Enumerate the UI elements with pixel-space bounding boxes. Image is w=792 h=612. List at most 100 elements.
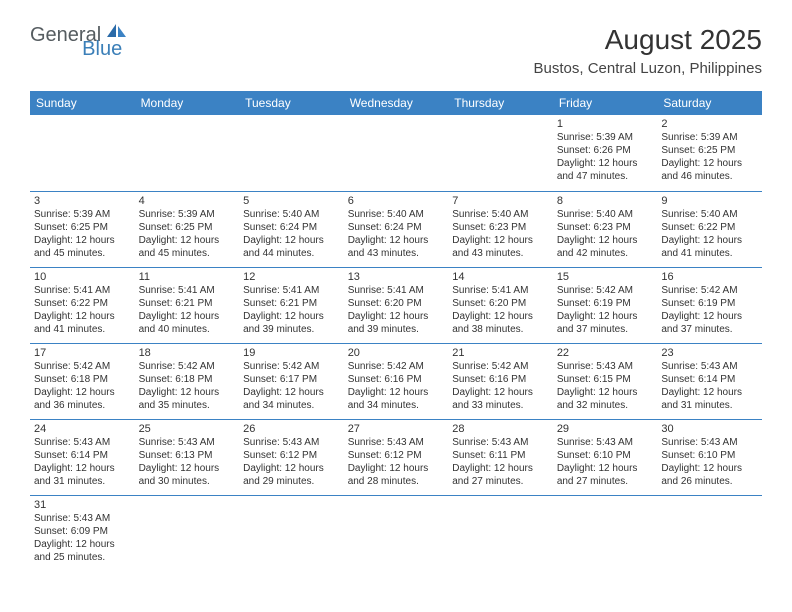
weekday-header: Saturday [657,91,762,115]
sunset-text: Sunset: 6:24 PM [243,221,340,234]
sunrise-text: Sunrise: 5:43 AM [557,436,654,449]
weekday-header: Monday [135,91,240,115]
day-number: 13 [348,271,445,283]
daylight-text: Daylight: 12 hours and 46 minutes. [661,157,758,183]
day-number: 5 [243,195,340,207]
sunrise-text: Sunrise: 5:43 AM [34,436,131,449]
daylight-text: Daylight: 12 hours and 38 minutes. [452,310,549,336]
calendar-day-cell: 16Sunrise: 5:42 AMSunset: 6:19 PMDayligh… [657,267,762,343]
day-number: 21 [452,347,549,359]
sunrise-text: Sunrise: 5:42 AM [34,360,131,373]
calendar-day-cell: 21Sunrise: 5:42 AMSunset: 6:16 PMDayligh… [448,343,553,419]
month-title: August 2025 [534,24,762,56]
daylight-text: Daylight: 12 hours and 39 minutes. [348,310,445,336]
calendar-day-cell: 23Sunrise: 5:43 AMSunset: 6:14 PMDayligh… [657,343,762,419]
calendar-header-row: SundayMondayTuesdayWednesdayThursdayFrid… [30,91,762,115]
sunrise-text: Sunrise: 5:43 AM [452,436,549,449]
sunrise-text: Sunrise: 5:42 AM [243,360,340,373]
calendar-day-cell: 7Sunrise: 5:40 AMSunset: 6:23 PMDaylight… [448,191,553,267]
sunset-text: Sunset: 6:20 PM [452,297,549,310]
calendar-day-cell: 10Sunrise: 5:41 AMSunset: 6:22 PMDayligh… [30,267,135,343]
calendar-day-cell: 26Sunrise: 5:43 AMSunset: 6:12 PMDayligh… [239,419,344,495]
daylight-text: Daylight: 12 hours and 30 minutes. [139,462,236,488]
calendar-day-cell: 28Sunrise: 5:43 AMSunset: 6:11 PMDayligh… [448,419,553,495]
day-number: 28 [452,423,549,435]
sunset-text: Sunset: 6:25 PM [139,221,236,234]
calendar-empty-cell [239,115,344,191]
sunset-text: Sunset: 6:18 PM [34,373,131,386]
weekday-header: Friday [553,91,658,115]
sunrise-text: Sunrise: 5:39 AM [557,131,654,144]
sunrise-text: Sunrise: 5:42 AM [348,360,445,373]
calendar-day-cell: 25Sunrise: 5:43 AMSunset: 6:13 PMDayligh… [135,419,240,495]
daylight-text: Daylight: 12 hours and 39 minutes. [243,310,340,336]
sunset-text: Sunset: 6:10 PM [557,449,654,462]
day-number: 17 [34,347,131,359]
calendar-week-row: 24Sunrise: 5:43 AMSunset: 6:14 PMDayligh… [30,419,762,495]
sunrise-text: Sunrise: 5:43 AM [661,360,758,373]
daylight-text: Daylight: 12 hours and 37 minutes. [661,310,758,336]
sunset-text: Sunset: 6:26 PM [557,144,654,157]
calendar-day-cell: 5Sunrise: 5:40 AMSunset: 6:24 PMDaylight… [239,191,344,267]
sunrise-text: Sunrise: 5:39 AM [139,208,236,221]
day-number: 7 [452,195,549,207]
calendar-page: General Blue August 2025 Bustos, Central… [0,0,792,595]
sunrise-text: Sunrise: 5:40 AM [452,208,549,221]
day-number: 23 [661,347,758,359]
calendar-day-cell: 9Sunrise: 5:40 AMSunset: 6:22 PMDaylight… [657,191,762,267]
daylight-text: Daylight: 12 hours and 45 minutes. [34,234,131,260]
daylight-text: Daylight: 12 hours and 32 minutes. [557,386,654,412]
day-number: 30 [661,423,758,435]
calendar-body: 1Sunrise: 5:39 AMSunset: 6:26 PMDaylight… [30,115,762,571]
day-number: 18 [139,347,236,359]
sunset-text: Sunset: 6:22 PM [661,221,758,234]
day-number: 20 [348,347,445,359]
sunset-text: Sunset: 6:11 PM [452,449,549,462]
sunrise-text: Sunrise: 5:39 AM [661,131,758,144]
sunset-text: Sunset: 6:20 PM [348,297,445,310]
calendar-empty-cell [344,495,449,571]
sunrise-text: Sunrise: 5:43 AM [34,512,131,525]
calendar-day-cell: 8Sunrise: 5:40 AMSunset: 6:23 PMDaylight… [553,191,658,267]
daylight-text: Daylight: 12 hours and 31 minutes. [661,386,758,412]
sunset-text: Sunset: 6:16 PM [452,373,549,386]
sunset-text: Sunset: 6:22 PM [34,297,131,310]
calendar-day-cell: 18Sunrise: 5:42 AMSunset: 6:18 PMDayligh… [135,343,240,419]
calendar-table: SundayMondayTuesdayWednesdayThursdayFrid… [30,91,762,571]
location: Bustos, Central Luzon, Philippines [534,60,762,77]
day-number: 11 [139,271,236,283]
sunrise-text: Sunrise: 5:43 AM [348,436,445,449]
sunrise-text: Sunrise: 5:39 AM [34,208,131,221]
daylight-text: Daylight: 12 hours and 31 minutes. [34,462,131,488]
day-number: 4 [139,195,236,207]
day-number: 1 [557,118,654,130]
sunrise-text: Sunrise: 5:42 AM [139,360,236,373]
calendar-day-cell: 31Sunrise: 5:43 AMSunset: 6:09 PMDayligh… [30,495,135,571]
sunset-text: Sunset: 6:18 PM [139,373,236,386]
sunrise-text: Sunrise: 5:41 AM [34,284,131,297]
daylight-text: Daylight: 12 hours and 42 minutes. [557,234,654,260]
daylight-text: Daylight: 12 hours and 43 minutes. [452,234,549,260]
day-number: 15 [557,271,654,283]
calendar-day-cell: 1Sunrise: 5:39 AMSunset: 6:26 PMDaylight… [553,115,658,191]
day-number: 31 [34,499,131,511]
calendar-week-row: 31Sunrise: 5:43 AMSunset: 6:09 PMDayligh… [30,495,762,571]
day-number: 8 [557,195,654,207]
calendar-week-row: 1Sunrise: 5:39 AMSunset: 6:26 PMDaylight… [30,115,762,191]
sunrise-text: Sunrise: 5:43 AM [139,436,236,449]
day-number: 16 [661,271,758,283]
daylight-text: Daylight: 12 hours and 25 minutes. [34,538,131,564]
day-number: 19 [243,347,340,359]
title-block: August 2025 Bustos, Central Luzon, Phili… [534,24,762,77]
calendar-day-cell: 14Sunrise: 5:41 AMSunset: 6:20 PMDayligh… [448,267,553,343]
sunrise-text: Sunrise: 5:40 AM [661,208,758,221]
weekday-header: Wednesday [344,91,449,115]
daylight-text: Daylight: 12 hours and 33 minutes. [452,386,549,412]
daylight-text: Daylight: 12 hours and 41 minutes. [34,310,131,336]
day-number: 29 [557,423,654,435]
calendar-empty-cell [135,495,240,571]
sunset-text: Sunset: 6:13 PM [139,449,236,462]
header: General Blue August 2025 Bustos, Central… [30,24,762,77]
sunrise-text: Sunrise: 5:41 AM [452,284,549,297]
calendar-day-cell: 11Sunrise: 5:41 AMSunset: 6:21 PMDayligh… [135,267,240,343]
